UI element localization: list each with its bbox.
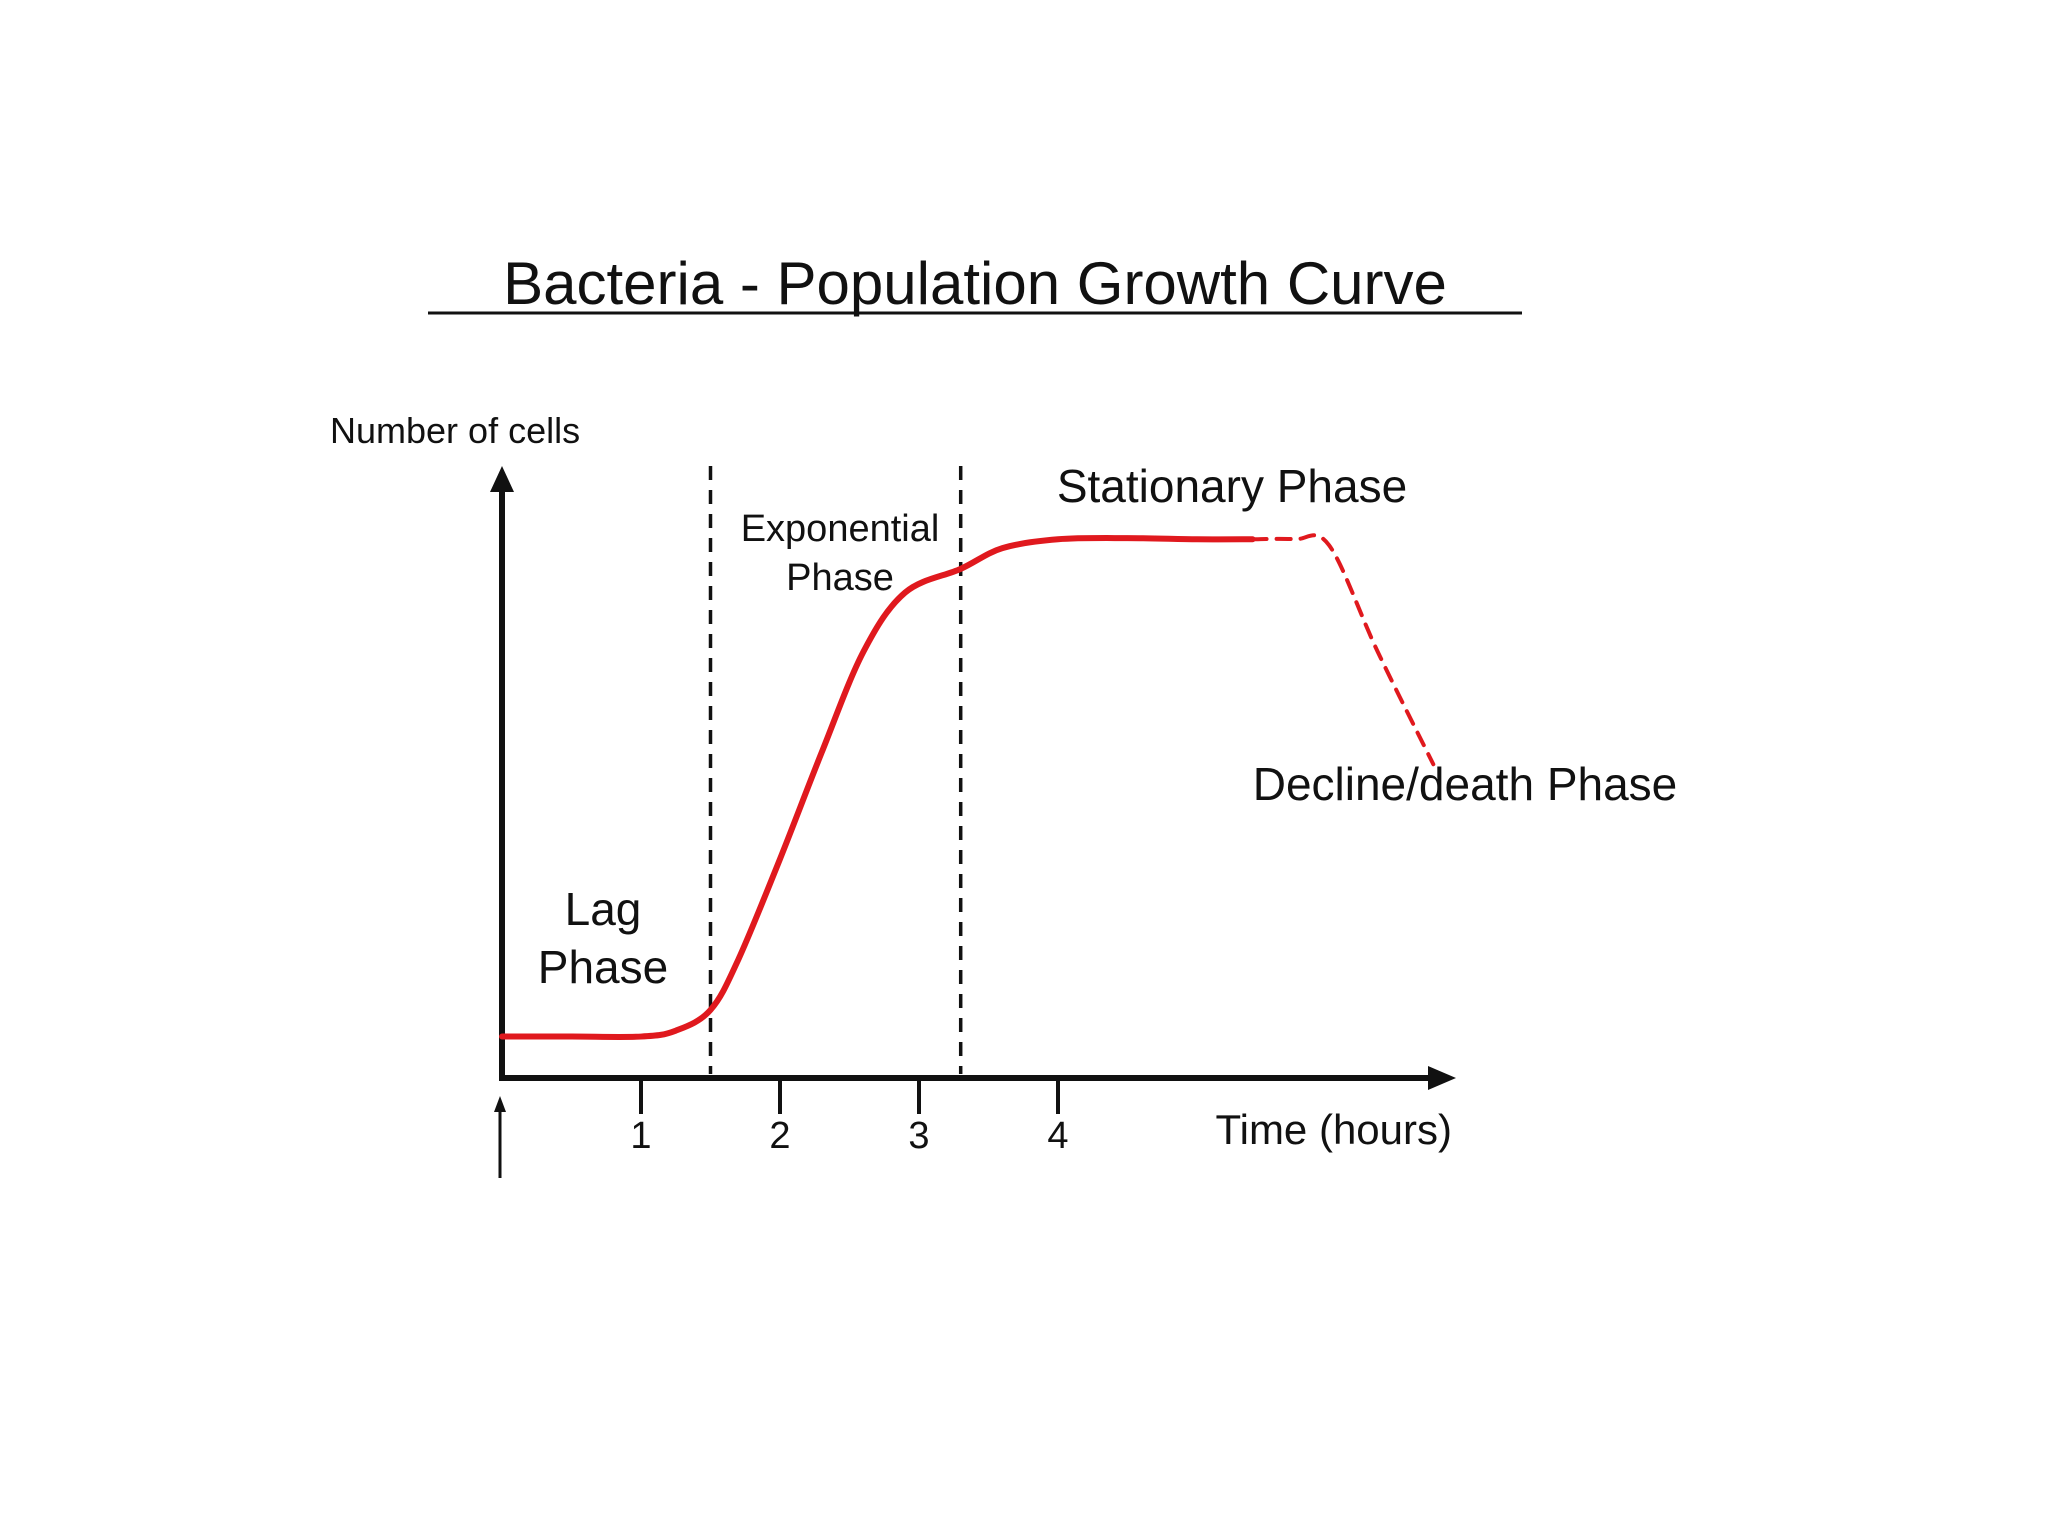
axes (490, 466, 1456, 1090)
exponential-phase-label: Phase (786, 557, 894, 599)
x-axis-arrowhead (1428, 1066, 1456, 1090)
phase-labels: Lag Phase Exponential Phase Stationary Phase… (538, 460, 1677, 993)
exponential-phase-label: Exponential (741, 508, 940, 550)
stationary-phase-label: Stationary Phase (1057, 460, 1407, 512)
lag-phase-label: Lag (565, 883, 642, 935)
x-tick-label: 2 (769, 1115, 790, 1157)
growth-curves (499, 533, 1436, 1040)
lag-phase-label: Phase (538, 941, 668, 993)
decline-phase-label: Decline/death Phase (1253, 758, 1678, 810)
x-tick-label: 4 (1047, 1115, 1068, 1157)
y-axis-arrowhead (490, 466, 514, 492)
x-tick-label: 1 (630, 1115, 651, 1157)
y-axis-label: Number of cells (330, 410, 580, 451)
x-ticks: 1 2 3 4 (630, 1080, 1069, 1157)
growth-curve-line (499, 535, 1256, 1040)
x-tick-label: 3 (908, 1115, 929, 1157)
decline-curve-dashed (1250, 533, 1436, 767)
chart-title: Bacteria - Population Growth Curve (503, 250, 1447, 317)
x-axis-label: Time (hours) (1216, 1106, 1452, 1153)
origin-marker-arrowhead (494, 1096, 506, 1112)
